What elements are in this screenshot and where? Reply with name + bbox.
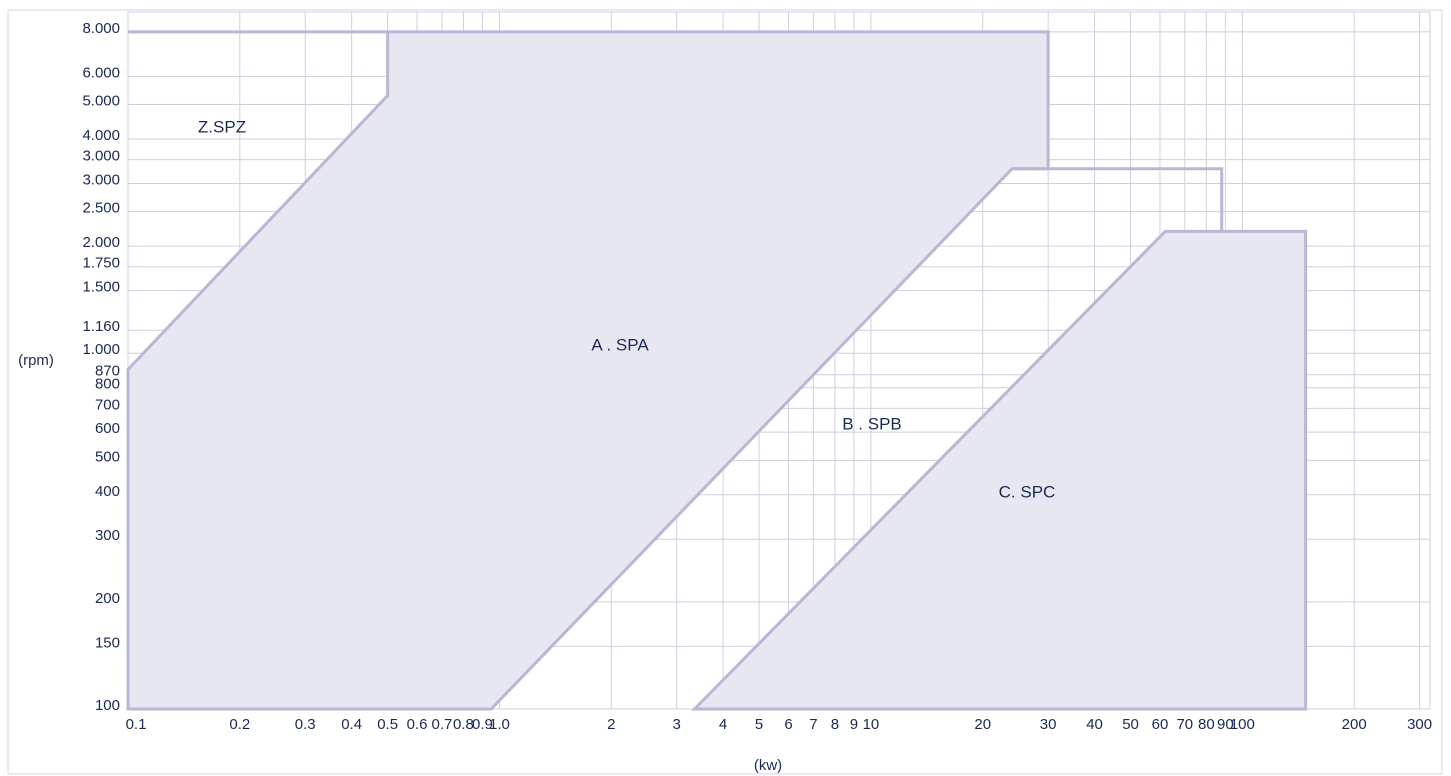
x-tick-label: 2 — [607, 716, 615, 733]
x-tick-label: 3 — [673, 716, 681, 733]
x-tick-label: 0.2 — [229, 716, 250, 733]
region-label: Z.SPZ — [198, 117, 246, 136]
region-label: A . SPA — [591, 335, 649, 354]
x-axis-label: (kw) — [754, 757, 782, 774]
x-tick-label: 9 — [850, 716, 858, 733]
x-tick-label: 200 — [1342, 716, 1367, 733]
y-tick-label: 1.500 — [82, 279, 120, 296]
x-tick-label: 10 — [863, 716, 880, 733]
y-tick-label: 800 — [95, 376, 120, 393]
x-tick-label: 60 — [1152, 716, 1169, 733]
y-tick-label: 8.000 — [82, 20, 120, 37]
x-tick-label: 40 — [1086, 716, 1103, 733]
x-tick-label: 20 — [974, 716, 991, 733]
y-tick-label: 1.160 — [82, 318, 120, 335]
x-tick-label: 0.4 — [341, 716, 362, 733]
y-tick-label: 3.000 — [82, 171, 120, 188]
y-tick-label: 400 — [95, 483, 120, 500]
x-tick-label: 0.1 — [126, 716, 147, 733]
x-tick-label: 100 — [1230, 716, 1255, 733]
x-tick-label: 0.6 — [407, 716, 428, 733]
region — [690, 229, 1308, 711]
y-tick-label: 100 — [95, 697, 120, 714]
x-tick-label: 0.3 — [295, 716, 316, 733]
region-label: C. SPC — [999, 482, 1056, 501]
x-tick-label: 8 — [831, 716, 839, 733]
boundary — [1012, 167, 1224, 232]
y-axis-label: (rpm) — [18, 352, 54, 369]
x-tick-label: 4 — [719, 716, 727, 733]
y-tick-label: 4.000 — [82, 127, 120, 144]
x-tick-label: 30 — [1040, 716, 1057, 733]
y-tick-label: 5.000 — [82, 92, 120, 109]
y-tick-label: 2.500 — [82, 200, 120, 217]
y-tick-label: 6.000 — [82, 64, 120, 81]
x-tick-label: 0.7 — [431, 716, 452, 733]
x-tick-label: 0.9 — [472, 716, 493, 733]
y-tick-label: 600 — [95, 420, 120, 437]
y-tick-label: 1.000 — [82, 341, 120, 358]
x-tick-label: 300 — [1407, 716, 1432, 733]
y-tick-label: 870 — [95, 363, 120, 380]
region-label: B . SPB — [842, 414, 902, 433]
y-tick-label: 1.750 — [82, 255, 120, 272]
x-tick-label: 6 — [784, 716, 792, 733]
x-tick-label: 5 — [755, 716, 763, 733]
y-tick-label: 300 — [95, 527, 120, 544]
x-tick-label: 1.0 — [489, 716, 510, 733]
region — [126, 30, 1050, 711]
frame — [7, 9, 1443, 775]
x-tick-label: 50 — [1122, 716, 1139, 733]
y-tick-label: 200 — [95, 590, 120, 607]
y-tick-label: 150 — [95, 634, 120, 651]
y-tick-label: 2.000 — [82, 234, 120, 251]
x-tick-label: 0.8 — [453, 716, 474, 733]
x-tick-label: 7 — [809, 716, 817, 733]
y-tick-label: 700 — [95, 396, 120, 413]
y-tick-label: 500 — [95, 448, 120, 465]
y-tick-label: 3.000 — [82, 148, 120, 165]
x-tick-label: 0.5 — [377, 716, 398, 733]
x-tick-label: 70 — [1176, 716, 1193, 733]
x-tick-label: 80 — [1198, 716, 1215, 733]
x-tick-label: 90 — [1217, 716, 1234, 733]
